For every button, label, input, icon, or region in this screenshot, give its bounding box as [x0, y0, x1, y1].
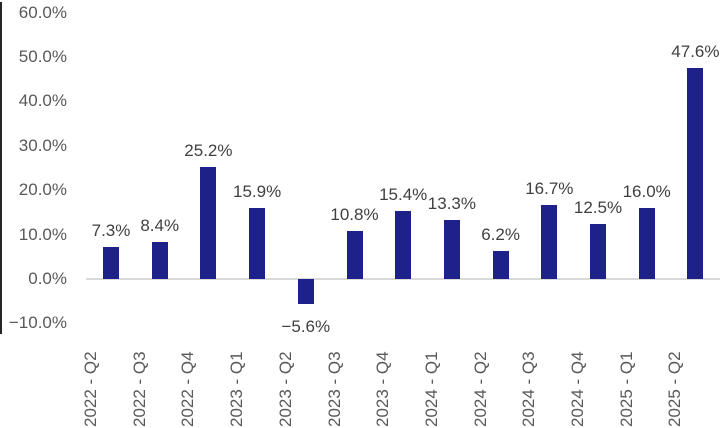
bar: [492, 251, 509, 279]
bar: [151, 241, 168, 279]
bar-value-label: 8.4%: [140, 215, 180, 235]
x-category-label: 2025 - Q2: [665, 351, 685, 427]
x-category-label: 2024 - Q1: [421, 351, 441, 427]
bar-value-label: 25.2%: [184, 141, 233, 161]
zero-gridline: [86, 278, 720, 280]
bar: [541, 204, 558, 279]
y-axis-line: [0, 2, 2, 334]
y-axis-tick-label: 30.0%: [18, 135, 67, 155]
x-category-label: 2023 - Q4: [373, 351, 393, 427]
x-category-label: 2024 - Q2: [470, 351, 490, 427]
y-axis-tick-label: 50.0%: [18, 47, 67, 66]
y-axis-tick-label: −10.0%: [8, 313, 67, 333]
bar-value-label: 13.3%: [427, 193, 476, 213]
x-category-label: 2024 - Q3: [519, 351, 539, 427]
bar-value-label: 12.5%: [573, 197, 623, 217]
x-category-label: 2024 - Q4: [568, 351, 587, 427]
bar: [638, 207, 655, 279]
x-category-label: 2022 - Q3: [129, 351, 149, 427]
bar-value-label: 6.2%: [481, 225, 520, 245]
x-category-label: 2023 - Q3: [324, 351, 344, 427]
x-category-label: 2023 - Q2: [275, 351, 295, 427]
bar-value-label: −5.6%: [281, 317, 331, 336]
bar: [297, 279, 314, 304]
bar-value-label: 10.8%: [330, 205, 379, 225]
bar-value-label: 16.7%: [525, 178, 574, 198]
bar: [103, 246, 119, 279]
y-axis-tick-label: 0.0%: [28, 269, 67, 288]
y-axis-tick-label: 10.0%: [18, 224, 67, 244]
bar: [249, 208, 266, 279]
x-category-label: 2025 - Q1: [616, 351, 636, 427]
bar: [346, 231, 363, 279]
bar: [395, 210, 412, 279]
bar-value-label: 7.3%: [91, 220, 131, 240]
bar: [443, 219, 460, 279]
bar: [200, 167, 217, 279]
bar-value-label: 47.6%: [671, 41, 720, 61]
bar-value-label: 16.0%: [622, 181, 671, 201]
bar-value-label: 15.4%: [379, 184, 428, 204]
y-axis-tick-label: 20.0%: [18, 180, 67, 200]
x-category-label: 2023 - Q1: [227, 351, 247, 427]
y-axis-tick-label: 60.0%: [18, 2, 67, 22]
bar: [687, 67, 704, 279]
x-category-label: 2022 - Q2: [81, 351, 100, 427]
bar: [590, 223, 606, 279]
bar-value-label: 15.9%: [232, 182, 282, 202]
y-axis-tick-label: 40.0%: [18, 91, 67, 111]
x-category-label: 2022 - Q4: [178, 351, 198, 427]
